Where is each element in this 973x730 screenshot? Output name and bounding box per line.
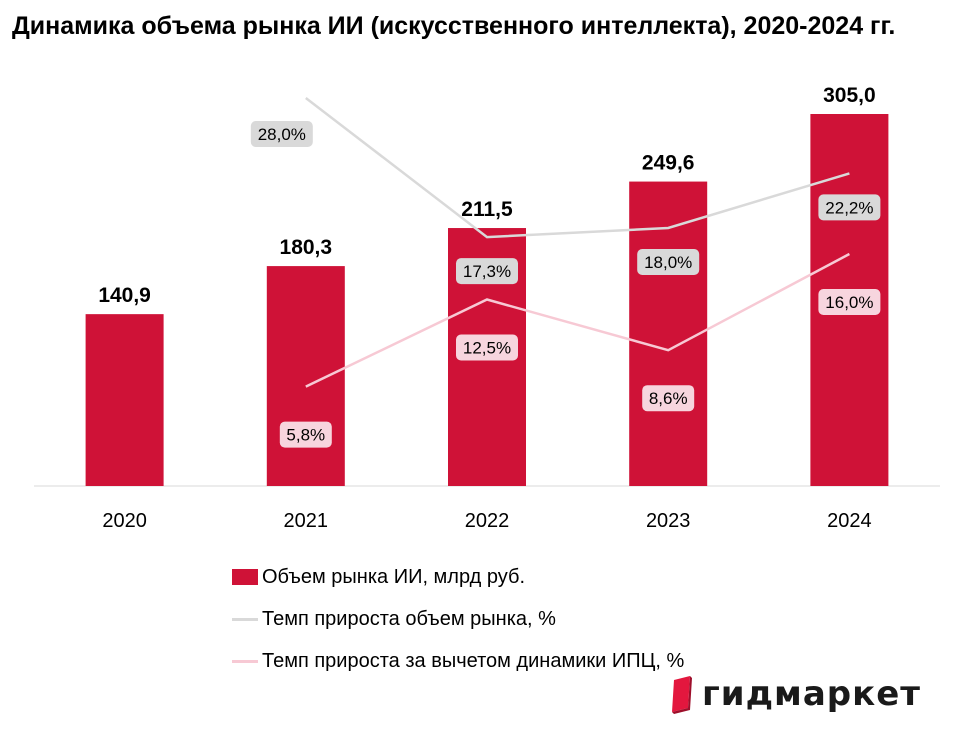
x-tick-label: 2020 (102, 510, 147, 532)
legend-item-market-volume: Объем рынка ИИ, млрд руб. (232, 556, 684, 598)
chart-title: Динамика объема рынка ИИ (искусственного… (12, 12, 896, 40)
line-value-label: 17,3% (463, 262, 511, 281)
chart-area: 140,9 180,3 211,5 249,6 305,0 2020 2021 2022 202… (34, 84, 940, 532)
line-label-box (637, 249, 700, 275)
legend-label-real-growth-rate: Темп прироста за вычетом динамики ИПЦ, % (262, 649, 685, 672)
line-label-box (818, 289, 881, 315)
x-tick-label: 2023 (646, 510, 691, 532)
line-value-label: 18,0% (644, 253, 692, 272)
bar-value-label: 140,9 (98, 284, 151, 307)
legend-swatch-gray-line (232, 617, 258, 621)
series-line-2 (305, 252, 850, 388)
series-line-1 (305, 97, 850, 239)
brand-logo-icon (672, 676, 692, 714)
legend-swatch-bar (232, 569, 258, 585)
line-value-label: 28,0% (258, 125, 306, 144)
bar-value-label: 305,0 (823, 84, 876, 107)
bar-value-label: 249,6 (642, 152, 695, 175)
bar-2021 (266, 266, 345, 486)
legend-label-growth-rate: Темп прироста объем рынка, % (262, 607, 556, 630)
line-label-box (818, 194, 881, 221)
chart-legend: Объем рынка ИИ, млрд руб. Темп прироста … (232, 556, 684, 682)
legend-label-market-volume: Объем рынка ИИ, млрд руб. (262, 565, 525, 588)
line-label-box (456, 334, 518, 361)
brand-logo-text: гидмаркет (702, 674, 921, 714)
bar-2023 (629, 181, 708, 487)
bar-2020 (85, 314, 164, 486)
x-tick-label: 2024 (827, 510, 872, 532)
line-value-label: 22,2% (825, 198, 873, 217)
line-value-label: 5,8% (286, 426, 325, 445)
line-label-box (250, 121, 313, 147)
brand-logo: гидмаркет (668, 672, 921, 716)
legend-swatch-pink-line (232, 659, 258, 663)
line-value-label: 16,0% (825, 293, 873, 312)
x-tick-label: 2021 (284, 510, 329, 532)
legend-item-growth-rate: Темп прироста объем рынка, % (232, 598, 684, 640)
line-label-box (642, 385, 695, 412)
line-label-box (279, 421, 332, 448)
line-value-label: 8,6% (649, 389, 688, 408)
legend-item-real-growth-rate: Темп прироста за вычетом динамики ИПЦ, % (232, 640, 684, 682)
x-tick-label: 2022 (465, 510, 510, 532)
line-value-label: 12,5% (463, 339, 511, 358)
bar-value-label: 180,3 (280, 236, 333, 259)
bar-value-label: 211,5 (461, 198, 513, 221)
line-label-box (456, 258, 518, 285)
